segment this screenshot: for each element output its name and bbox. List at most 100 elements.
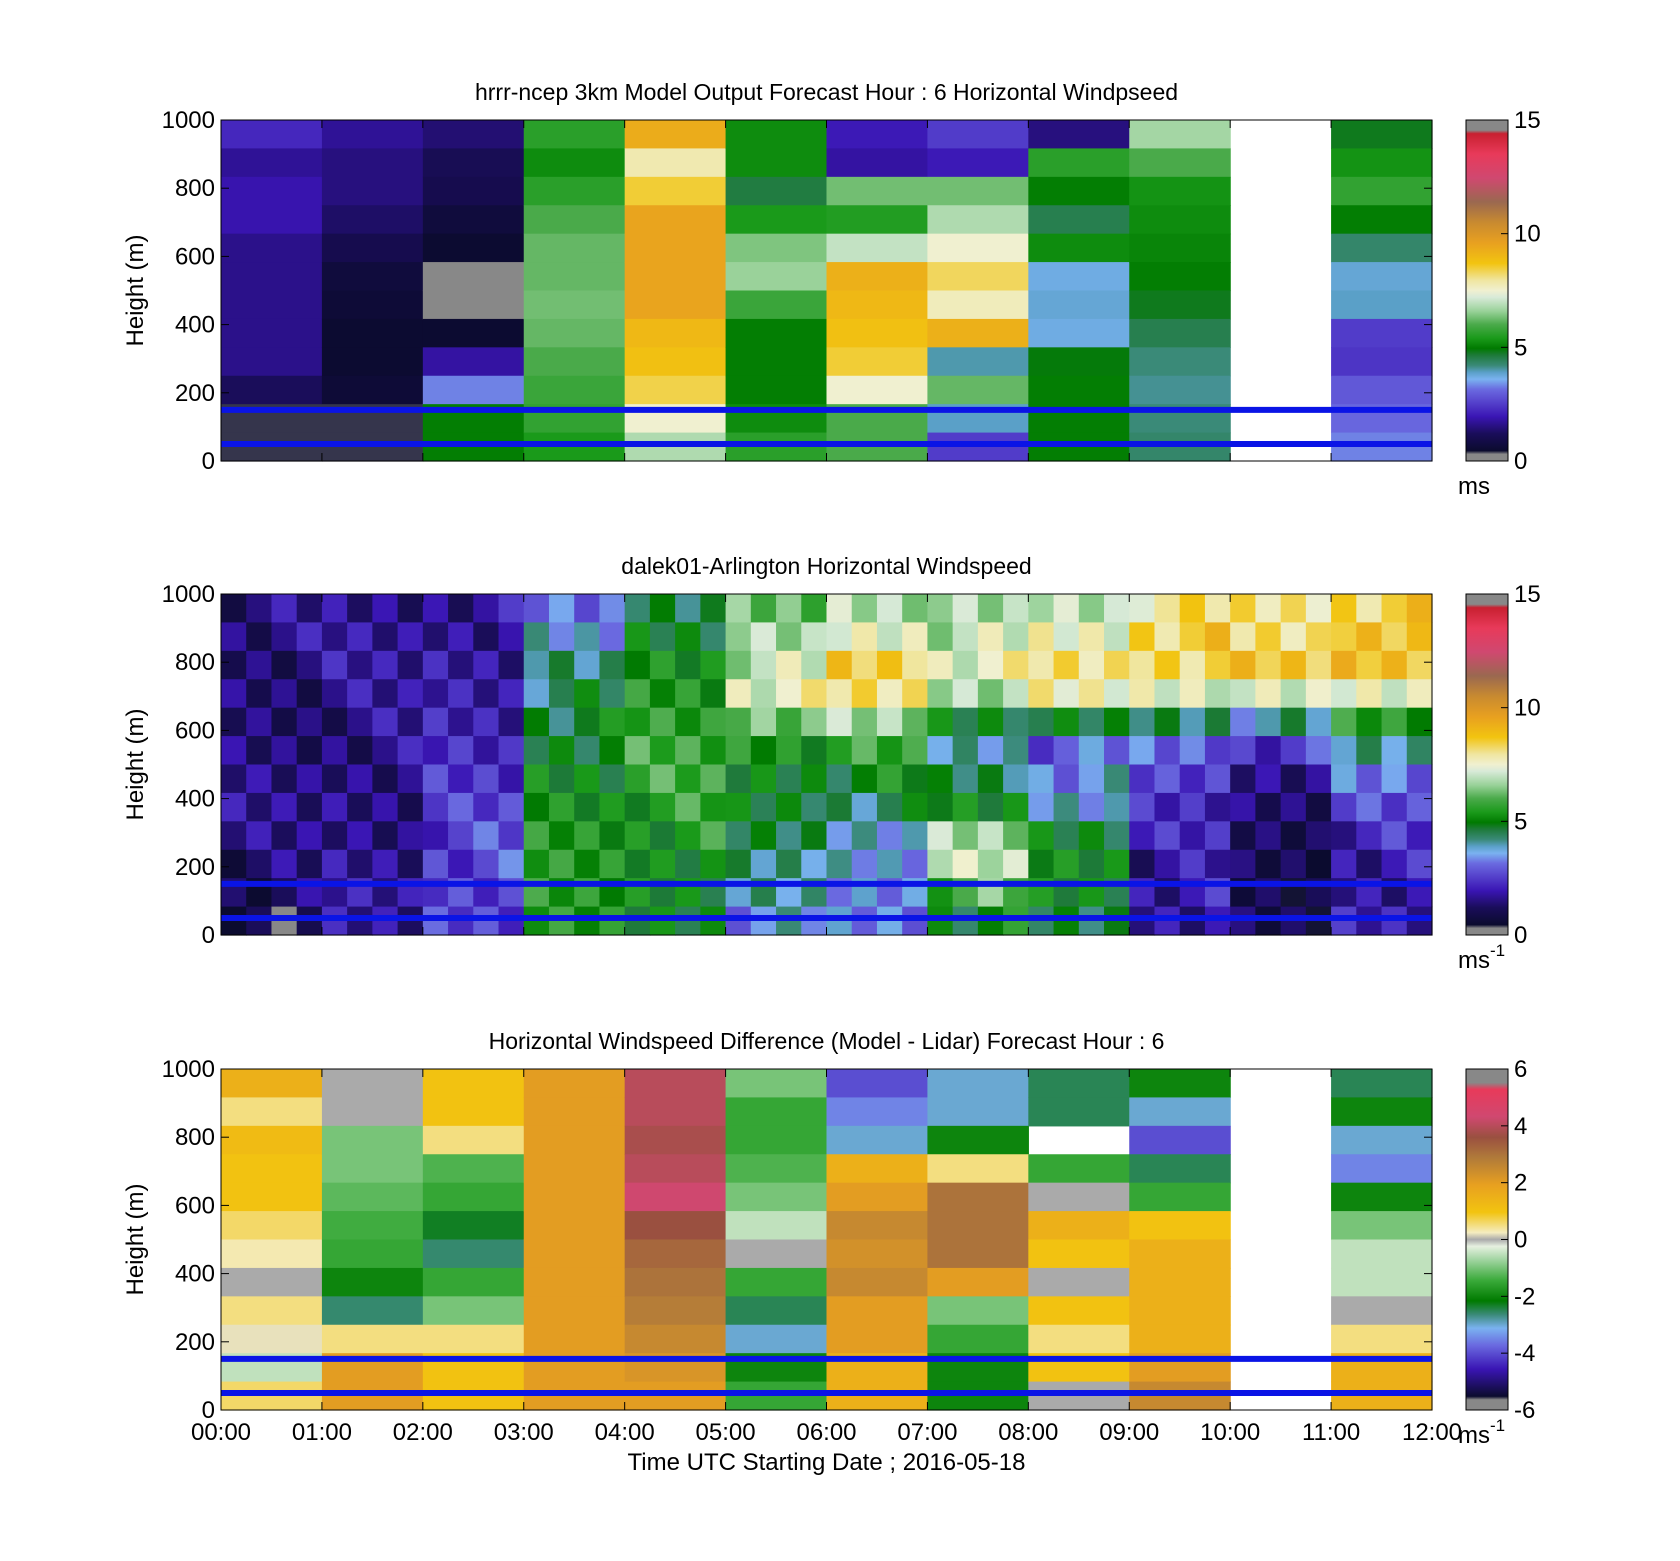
x-tick-label: 08:00 [998, 1419, 1058, 1446]
heatmap-cell [801, 707, 828, 737]
heatmap-cell [397, 594, 424, 624]
heatmap-cell [599, 707, 626, 737]
heatmap-cell [1406, 906, 1433, 936]
heatmap-cell [851, 736, 878, 766]
heatmap-cell [271, 792, 298, 822]
heatmap-cell [725, 290, 828, 320]
heatmap-cell [397, 821, 424, 851]
heatmap-cell [977, 679, 1004, 709]
heatmap-cell [675, 594, 701, 624]
heatmap-cell [1003, 764, 1029, 794]
heatmap-cell [725, 176, 828, 206]
heatmap-cell [927, 120, 1029, 150]
heatmap-cell [624, 176, 727, 206]
heatmap-cell [1280, 821, 1307, 851]
heatmap-cell [624, 650, 651, 680]
heatmap-cell [1230, 736, 1256, 766]
panel-model: 0 200 400 600 800 1000 hrrr-ncep 3km Model Out… [122, 79, 1541, 500]
heatmap-cell [422, 906, 449, 936]
heatmap-cell [271, 764, 298, 794]
heatmap-cell [498, 679, 525, 709]
heatmap-cell [1305, 622, 1332, 652]
heatmap-cell [1129, 1381, 1231, 1411]
heatmap-cell [1028, 1324, 1130, 1354]
heatmap-cell [826, 1069, 929, 1099]
heatmap-cell [1078, 622, 1105, 652]
heatmap-cell [347, 906, 373, 936]
heatmap-cell [1356, 764, 1383, 794]
heatmap-cell [675, 622, 701, 652]
heatmap-cell [271, 906, 298, 936]
heatmap-cell [1280, 594, 1307, 624]
heatmap-cell [876, 707, 903, 737]
heatmap-cell [1381, 707, 1408, 737]
heatmap-cell [977, 622, 1004, 652]
heatmap-cell [296, 622, 323, 652]
heatmap-cell [977, 792, 1004, 822]
heatmap-cell [624, 318, 727, 348]
heatmap-cell [246, 650, 273, 680]
heatmap-cell [876, 764, 903, 794]
heatmap-cell [1129, 1239, 1231, 1269]
heatmap-cell [624, 821, 651, 851]
heatmap-cell [649, 594, 676, 624]
heatmap-cell [952, 736, 979, 766]
heatmap-cell [1255, 764, 1282, 794]
heatmap-cell [725, 1154, 828, 1184]
heatmap-cell [574, 679, 601, 709]
heatmap-cell [1078, 792, 1105, 822]
heatmap-cell [473, 792, 500, 822]
heatmap-cell [1356, 622, 1383, 652]
heatmap-cell [422, 1296, 525, 1326]
heatmap-cell [1331, 906, 1357, 936]
heatmap-cell [1406, 594, 1433, 624]
heatmap-cell [523, 906, 550, 936]
heatmap-cell [1305, 736, 1332, 766]
heatmap-cell [977, 736, 1004, 766]
heatmap-cell [473, 849, 500, 879]
heatmap-cell [675, 764, 701, 794]
heatmap-cell [927, 1381, 1029, 1411]
colorbar-tick-label: 5 [1514, 808, 1527, 835]
heatmap-cell [422, 792, 449, 822]
heatmap-cell [498, 849, 525, 879]
heatmap-cell [523, 347, 626, 377]
heatmap-cell [523, 375, 626, 405]
heatmap-cell [321, 821, 348, 851]
heatmap-cell [321, 736, 348, 766]
heatmap-cell [548, 679, 575, 709]
heatmap-cell [725, 622, 752, 652]
heatmap-cell [523, 679, 550, 709]
heatmap-cell [826, 764, 853, 794]
heatmap-cell [574, 849, 601, 879]
heatmap-cell [1053, 736, 1080, 766]
heatmap-cell [221, 1125, 323, 1155]
heatmap-cell [523, 233, 626, 263]
heatmap-cell [523, 1239, 626, 1269]
heatmap-cell [1280, 792, 1307, 822]
heatmap-cell [1406, 650, 1433, 680]
heatmap-cell [776, 622, 802, 652]
heatmap-cell [523, 594, 550, 624]
heatmap-cell [1305, 764, 1332, 794]
heatmap-cell [422, 318, 525, 348]
heatmap-cell [649, 736, 676, 766]
heatmap-cell [1381, 792, 1408, 822]
heatmap-cell [1078, 849, 1105, 879]
heatmap-cell [1255, 679, 1282, 709]
heatmap-cell [296, 736, 323, 766]
heatmap-cell [1129, 205, 1231, 235]
heatmap-cell [1255, 594, 1282, 624]
panel-lidar: 0 200 400 600 800 1000 dalek01-Arlington Horiz… [122, 553, 1541, 974]
heatmap-cell [649, 821, 676, 851]
heatmap-cell [927, 1125, 1029, 1155]
heatmap-cell [523, 1381, 626, 1411]
heatmap-cell [1129, 849, 1156, 879]
heatmap-cell [725, 906, 752, 936]
heatmap-cell [1028, 1097, 1130, 1127]
heatmap-cell [1154, 792, 1181, 822]
y-tick-label: 1000 [162, 107, 215, 134]
heatmap-cell [448, 792, 474, 822]
heatmap-cell [422, 176, 525, 206]
heatmap-cell [321, 148, 424, 178]
